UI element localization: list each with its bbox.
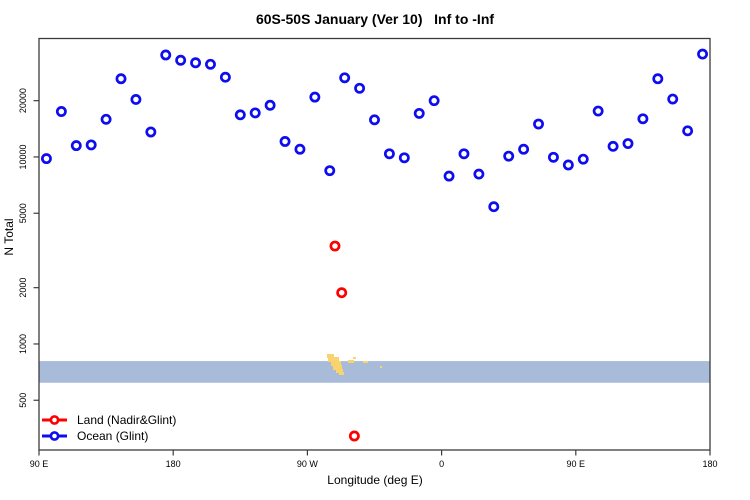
y-tick-label: 5000 xyxy=(18,203,28,223)
ocean-point xyxy=(55,106,67,117)
ocean-point xyxy=(383,148,395,160)
ocean-point xyxy=(249,107,261,119)
ocean-point xyxy=(473,168,485,180)
ocean-point xyxy=(413,107,425,119)
ocean-point xyxy=(279,136,291,147)
ocean-point xyxy=(458,148,470,160)
x-tick-label: 90 W xyxy=(297,459,319,469)
x-tick-label: 0 xyxy=(439,459,444,469)
land-map-overlay xyxy=(331,361,341,366)
y-tick-label: 10000 xyxy=(18,144,28,169)
highlight-band xyxy=(39,361,710,383)
ocean-point xyxy=(205,58,216,70)
ocean-point xyxy=(488,201,500,213)
x-tick-label: 90 E xyxy=(30,459,49,469)
land-point xyxy=(329,240,341,252)
legend-item-land: Land (Nadir&Glint) xyxy=(41,412,176,428)
x-tick-label: 180 xyxy=(166,459,181,469)
ocean-point xyxy=(547,151,559,163)
ocean-point xyxy=(70,140,82,152)
legend: Land (Nadir&Glint) Ocean (Glint) xyxy=(41,412,176,444)
ocean-point xyxy=(398,152,410,164)
legend-label-land: Land (Nadir&Glint) xyxy=(77,413,177,427)
ocean-point xyxy=(175,54,187,66)
land-map-overlay xyxy=(333,365,342,370)
ocean-point xyxy=(41,153,52,165)
y-tick-label: 500 xyxy=(18,393,28,408)
ocean-point xyxy=(190,57,202,69)
y-tick-label: 2000 xyxy=(18,278,28,298)
ocean-point xyxy=(219,71,231,83)
ocean-point xyxy=(443,170,455,182)
land-point xyxy=(348,430,360,442)
land-map-overlay xyxy=(348,360,354,363)
ocean-point xyxy=(518,143,530,155)
ocean-point xyxy=(339,72,351,84)
y-tick-label: 1000 xyxy=(18,334,28,354)
ocean-point xyxy=(577,153,589,165)
ocean-point xyxy=(100,113,112,125)
ocean-point xyxy=(697,48,708,60)
ocean-point xyxy=(115,73,127,85)
ocean-point xyxy=(592,105,604,117)
ocean-point xyxy=(652,73,664,85)
x-axis-label: Longitude (deg E) xyxy=(327,473,423,487)
ocean-point xyxy=(533,118,544,130)
ocean-point xyxy=(85,139,97,151)
land-map-overlay xyxy=(353,357,356,359)
ocean-marker-icon xyxy=(42,431,67,441)
ocean-point xyxy=(562,159,574,171)
ocean-point xyxy=(145,126,157,138)
land-point xyxy=(336,287,348,299)
ocean-point xyxy=(309,91,321,103)
land-marker-icon xyxy=(42,415,67,425)
ocean-point xyxy=(354,82,366,94)
y-tick-label: 20000 xyxy=(18,88,28,113)
x-tick-label: 90 E xyxy=(567,459,586,469)
ocean-point xyxy=(637,113,649,125)
plot-frame xyxy=(38,37,711,451)
ocean-point xyxy=(682,125,694,137)
ocean-point xyxy=(324,165,336,177)
y-axis-label: N Total xyxy=(2,218,16,256)
land-map-overlay xyxy=(328,357,339,362)
land-map-overlay xyxy=(336,369,343,373)
chart-title: 60S-50S January (Ver 10) Inf to -Inf xyxy=(255,11,495,27)
ocean-point xyxy=(264,99,276,111)
ocean-point xyxy=(130,94,142,105)
ocean-point xyxy=(667,93,679,105)
ocean-point xyxy=(428,95,440,107)
ocean-point xyxy=(607,140,619,152)
ocean-point xyxy=(622,138,634,149)
land-map-overlay xyxy=(327,354,334,358)
ocean-point xyxy=(503,150,515,162)
land-map-overlay xyxy=(380,366,382,368)
ocean-point xyxy=(234,109,246,121)
land-map-overlay xyxy=(363,361,368,363)
ocean-point xyxy=(160,49,172,61)
x-tick-label: 180 xyxy=(702,459,717,469)
legend-label-ocean: Ocean (Glint) xyxy=(77,429,149,443)
ocean-point xyxy=(369,114,380,126)
ocean-point xyxy=(294,143,306,155)
legend-item-ocean: Ocean (Glint) xyxy=(41,428,176,444)
land-map-overlay xyxy=(339,372,344,375)
